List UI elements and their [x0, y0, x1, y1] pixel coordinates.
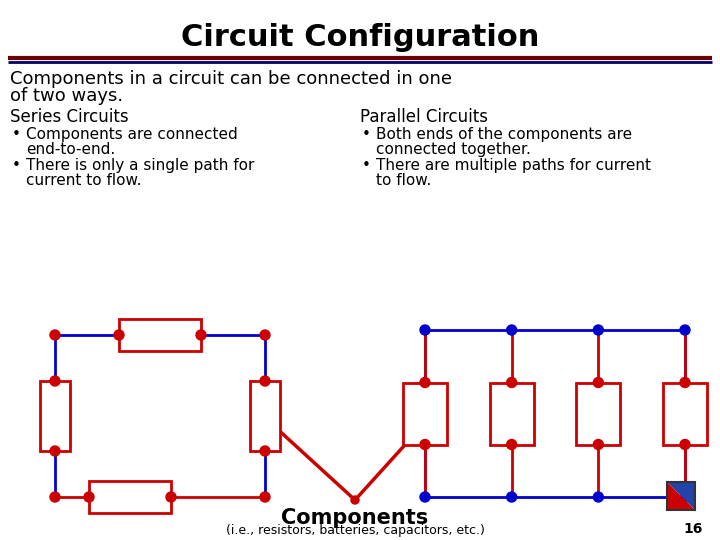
Circle shape [507, 325, 517, 335]
Circle shape [114, 330, 124, 340]
Circle shape [260, 446, 270, 456]
Circle shape [593, 377, 603, 388]
Text: of two ways.: of two ways. [10, 87, 123, 105]
Text: connected together.: connected together. [376, 142, 531, 157]
Circle shape [593, 492, 603, 502]
Circle shape [680, 440, 690, 449]
Circle shape [507, 492, 517, 502]
Text: •: • [362, 158, 371, 173]
Text: end-to-end.: end-to-end. [26, 142, 115, 157]
Circle shape [50, 376, 60, 386]
Circle shape [50, 330, 60, 340]
Text: Both ends of the components are: Both ends of the components are [376, 127, 632, 142]
Text: Components in a circuit can be connected in one: Components in a circuit can be connected… [10, 70, 452, 88]
Circle shape [351, 496, 359, 504]
Polygon shape [667, 482, 695, 510]
Text: •: • [362, 127, 371, 142]
Circle shape [260, 376, 270, 386]
Text: (i.e., resistors, batteries, capacitors, etc.): (i.e., resistors, batteries, capacitors,… [225, 524, 485, 537]
Bar [576, 382, 621, 444]
Bar [667, 482, 695, 510]
Text: to flow.: to flow. [376, 173, 431, 188]
Text: Parallel Circuits: Parallel Circuits [360, 108, 488, 126]
Circle shape [196, 330, 206, 340]
Circle shape [260, 492, 270, 502]
Circle shape [420, 440, 430, 449]
Bar [403, 382, 447, 444]
Circle shape [680, 377, 690, 388]
Circle shape [420, 325, 430, 335]
Circle shape [50, 492, 60, 502]
Text: Series Circuits: Series Circuits [10, 108, 129, 126]
Circle shape [50, 446, 60, 456]
Circle shape [593, 440, 603, 449]
Circle shape [260, 330, 270, 340]
Circle shape [420, 377, 430, 388]
Polygon shape [667, 482, 695, 510]
Circle shape [507, 377, 517, 388]
Circle shape [420, 492, 430, 502]
Text: •: • [12, 127, 21, 142]
Text: Components: Components [282, 508, 428, 528]
Circle shape [680, 492, 690, 502]
Bar [490, 382, 534, 444]
Bar [250, 381, 280, 451]
Bar [40, 381, 70, 451]
Circle shape [680, 325, 690, 335]
Circle shape [507, 440, 517, 449]
Text: •: • [12, 158, 21, 173]
Circle shape [84, 492, 94, 502]
Text: current to flow.: current to flow. [26, 173, 142, 188]
Bar [89, 481, 171, 513]
Text: Circuit Configuration: Circuit Configuration [181, 24, 539, 52]
Text: Components are connected: Components are connected [26, 127, 238, 142]
Circle shape [166, 492, 176, 502]
Bar [119, 319, 201, 351]
Text: There is only a single path for: There is only a single path for [26, 158, 254, 173]
Text: There are multiple paths for current: There are multiple paths for current [376, 158, 651, 173]
Text: 16: 16 [683, 522, 703, 536]
Circle shape [593, 325, 603, 335]
Bar [663, 382, 707, 444]
